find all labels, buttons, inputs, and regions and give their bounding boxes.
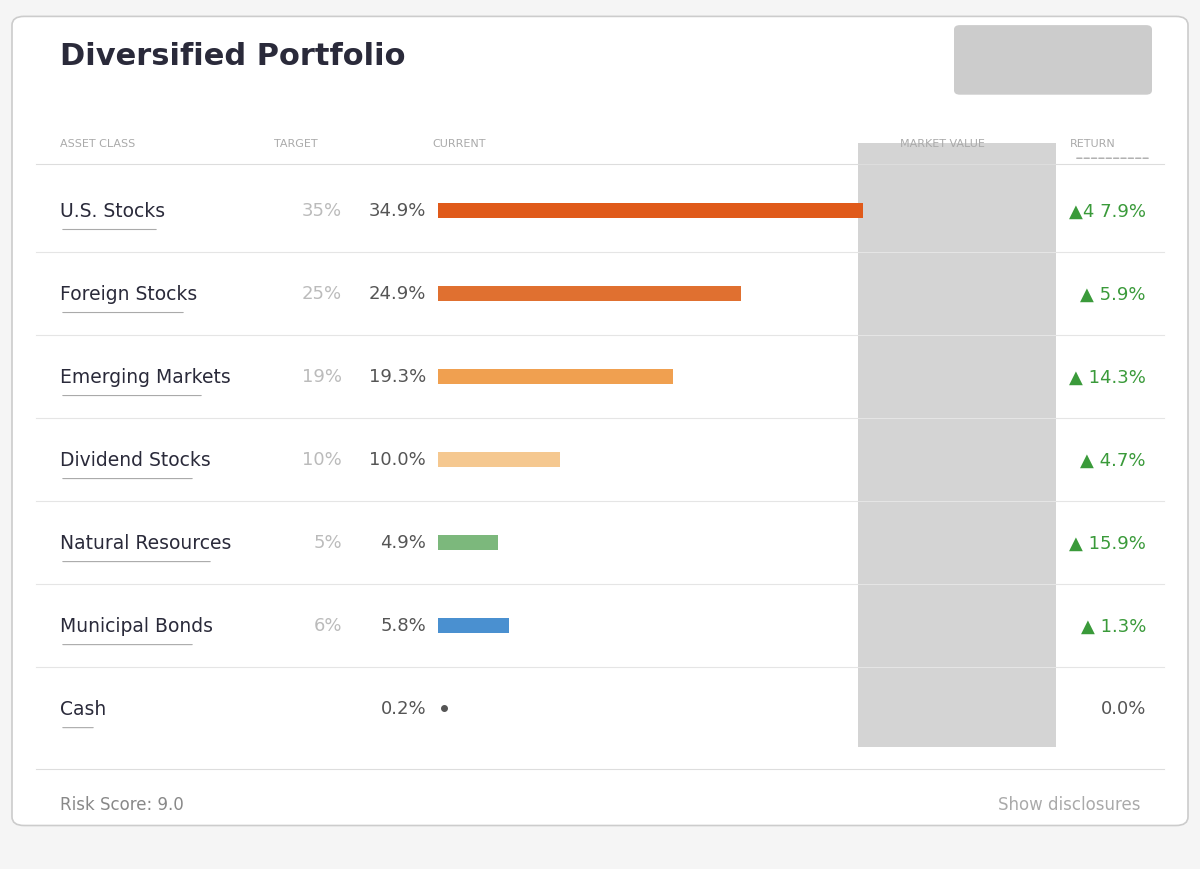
FancyBboxPatch shape [954,26,1152,96]
Text: ▲ 1.3%: ▲ 1.3% [1081,617,1146,634]
Text: 24.9%: 24.9% [368,285,426,303]
Bar [438,286,742,302]
FancyBboxPatch shape [12,17,1188,826]
Text: Natural Resources: Natural Resources [60,534,232,553]
Text: Municipal Bonds: Municipal Bonds [60,616,214,635]
Text: 0.2%: 0.2% [380,700,426,718]
Text: CURRENT: CURRENT [432,138,486,149]
Text: 0.0%: 0.0% [1100,700,1146,718]
Text: Risk Score: 9.0: Risk Score: 9.0 [60,795,184,813]
Text: 35%: 35% [302,202,342,220]
Text: Diversified Portfolio: Diversified Portfolio [60,42,406,71]
Text: TARGET: TARGET [275,138,318,149]
Text: MARKET VALUE: MARKET VALUE [900,138,984,149]
Text: ▲4 7.9%: ▲4 7.9% [1069,202,1146,220]
Text: 34.9%: 34.9% [368,202,426,220]
Text: ▲ 14.3%: ▲ 14.3% [1069,368,1146,386]
Text: Emerging Markets: Emerging Markets [60,368,230,387]
Text: 19%: 19% [302,368,342,386]
Text: 25%: 25% [302,285,342,303]
Text: Cash: Cash [60,700,107,718]
Bar [438,369,673,385]
Bar [858,143,1056,747]
Text: 4.9%: 4.9% [380,534,426,552]
Bar [438,452,559,468]
Text: 5.8%: 5.8% [380,617,426,634]
Text: ▲ 5.9%: ▲ 5.9% [1080,285,1146,303]
Text: Show disclosures: Show disclosures [997,795,1140,813]
Text: 5%: 5% [313,534,342,552]
Text: RETURN: RETURN [1070,138,1116,149]
Bar [438,535,498,551]
Bar [438,618,509,634]
Text: ▲ 15.9%: ▲ 15.9% [1069,534,1146,552]
Text: 10%: 10% [302,451,342,469]
Text: 10.0%: 10.0% [370,451,426,469]
Text: Foreign Stocks: Foreign Stocks [60,284,197,303]
Text: ASSET CLASS: ASSET CLASS [60,138,136,149]
Text: ▲ 4.7%: ▲ 4.7% [1080,451,1146,469]
Text: 6%: 6% [313,617,342,634]
Text: U.S. Stocks: U.S. Stocks [60,202,166,221]
Bar [438,203,863,219]
Text: 19.3%: 19.3% [368,368,426,386]
Text: Dividend Stocks: Dividend Stocks [60,450,211,469]
